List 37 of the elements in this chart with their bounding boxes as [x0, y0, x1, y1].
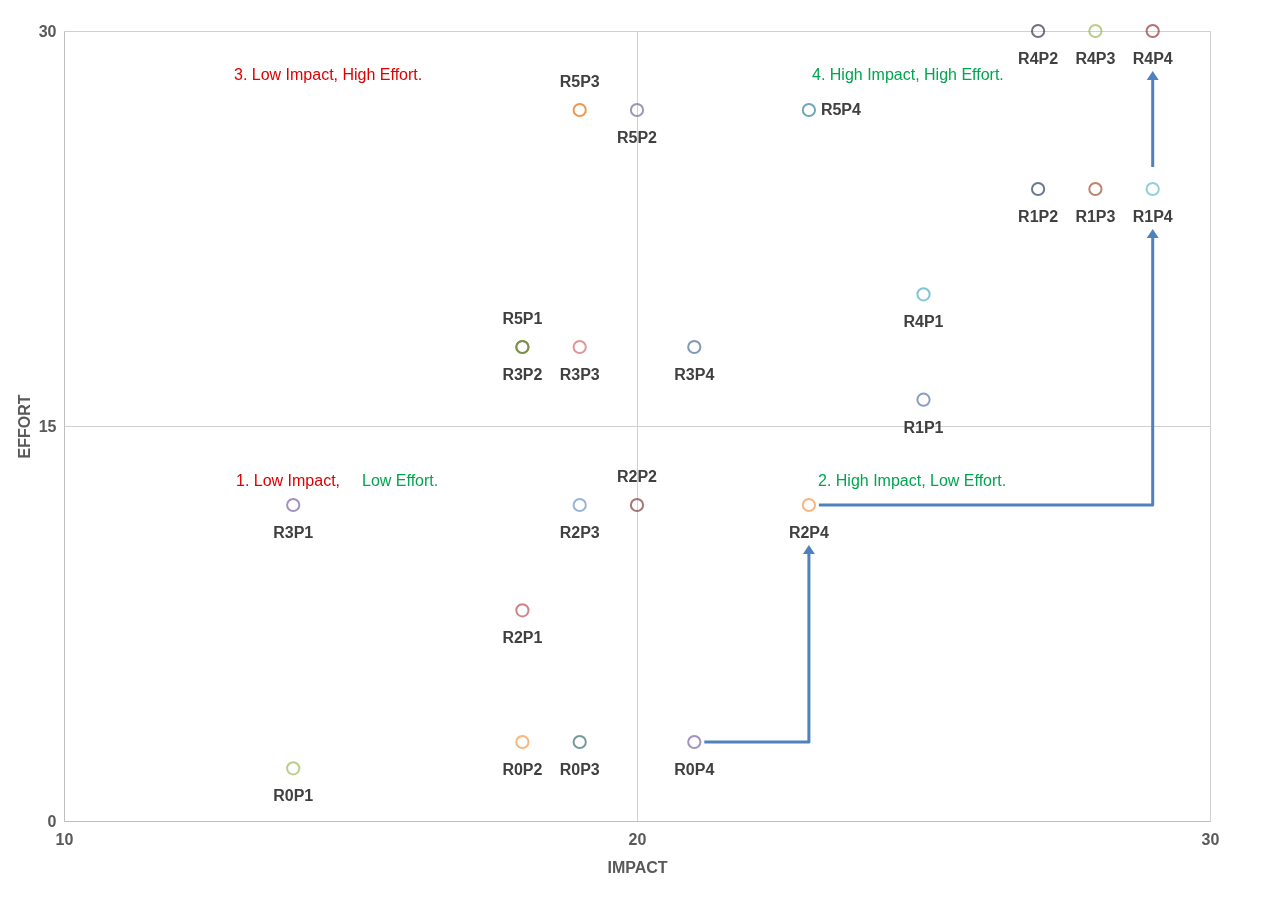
- annotation: 3. Low Impact, High Effort.: [234, 66, 423, 83]
- series-label: R5P1: [502, 310, 543, 327]
- series-label: R3P3: [559, 366, 600, 383]
- series-label: R5P3: [559, 73, 600, 90]
- series-label: R0P4: [674, 761, 715, 778]
- series-label: R3P1: [273, 524, 314, 541]
- series-label: R5P4: [820, 101, 862, 118]
- x-tick-label: 20: [628, 830, 647, 848]
- series-label: R0P1: [273, 787, 314, 805]
- series-label: R4P1: [903, 313, 944, 331]
- x-axis-title: IMPACT: [607, 858, 668, 876]
- series-label: R1P4: [1132, 208, 1173, 225]
- annotation: 1. Low Impact,: [236, 472, 341, 489]
- series-label: R2P1: [502, 629, 543, 647]
- annotation: 2. High Impact, Low Effort.: [818, 472, 1007, 489]
- series-label: R1P3: [1075, 208, 1116, 225]
- series-label: R4P4: [1132, 50, 1173, 67]
- series-label: R3P2: [502, 366, 543, 383]
- series-label: R2P2: [616, 468, 658, 485]
- y-tick-label: 15: [38, 417, 57, 435]
- series-label: R1P1: [903, 418, 944, 436]
- series-label: R5P2: [616, 129, 658, 146]
- y-tick-label: 0: [47, 812, 57, 830]
- series-label: R4P3: [1075, 50, 1116, 67]
- x-tick-label: 30: [1201, 830, 1220, 848]
- series-label: R2P4: [788, 524, 830, 541]
- series-label: R0P2: [502, 761, 543, 778]
- annotation: Low Effort.: [362, 472, 439, 489]
- series-label: R4P2: [1018, 50, 1059, 67]
- y-axis-title: EFFORT: [15, 394, 33, 459]
- x-tick-label: 10: [55, 830, 74, 848]
- annotation: 4. High Impact, High Effort.: [812, 66, 1004, 83]
- series-label: R3P4: [674, 366, 715, 383]
- series-label: R0P3: [559, 761, 600, 778]
- series-label: R1P2: [1018, 208, 1059, 225]
- series-label: R2P3: [559, 524, 600, 541]
- y-tick-label: 30: [38, 22, 57, 40]
